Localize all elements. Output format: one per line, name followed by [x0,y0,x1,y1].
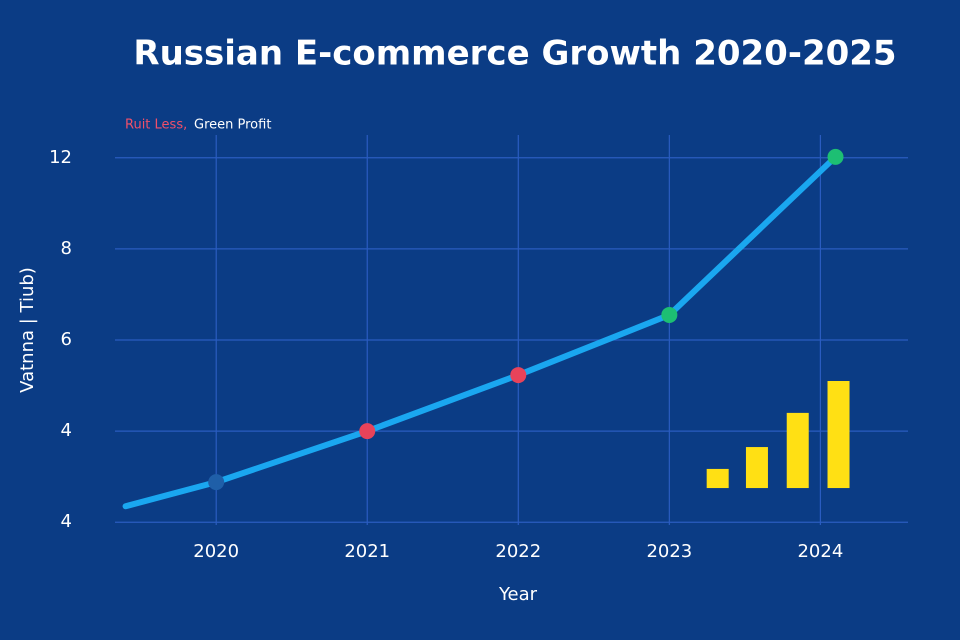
point [208,474,225,491]
inset-bar [706,468,729,489]
y-tick-label: 4 [61,420,72,441]
point [510,367,527,384]
subtitle-white: Green Profit [194,118,271,133]
x-tick-label: 2022 [495,541,541,562]
point [359,423,376,440]
x-tick-label: 2023 [646,541,692,562]
x-tick-label: 2024 [797,541,843,562]
line [122,153,839,510]
y-tick-label: 8 [61,238,72,259]
x-tick-label: 2020 [193,541,239,562]
y-tick-label: 6 [61,329,72,350]
y-axis-label: Vatnna | Tiub) [17,267,38,393]
inset-bar [745,447,768,489]
subtitle-red: Ruit Less, [125,118,187,133]
inset-bar [786,412,809,489]
point [661,306,678,323]
y-tick-label: 12 [49,147,72,168]
x-axis-label: Year [498,584,538,605]
inset-bar [827,381,850,489]
x-tick-label: 2021 [344,541,390,562]
chart-title: Russian E-commerce Growth 2020-2025 [133,34,896,74]
y-tick-label: 4 [61,511,72,532]
point [827,148,844,165]
